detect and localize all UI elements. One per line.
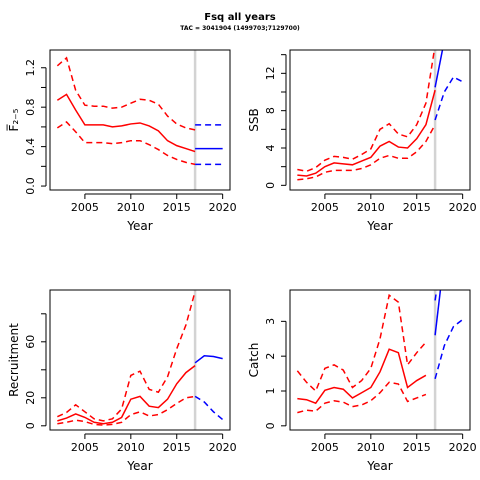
y-axis-label: Recruitment [7,323,21,397]
x-tick-label: 2010 [357,441,385,454]
y-tick-label: 12 [264,66,277,80]
x-tick-label: 2005 [311,201,339,214]
y-tick-label: 0.4 [24,138,37,156]
series-history-median [56,93,196,153]
y-tick-label: 2 [264,353,277,360]
x-tick-label: 2020 [449,201,477,214]
y-tick-label: 0 [264,422,277,429]
y-tick-label: 20 [24,391,37,405]
plot-area [296,290,464,430]
series-projection-median [434,290,442,336]
series-history-upper [296,293,427,393]
y-tick-label: 8 [264,107,277,114]
y-tick-label: 1.2 [24,59,37,77]
plot-frame [289,289,471,431]
plot-area [57,290,224,430]
series-history-median [297,348,427,405]
series-projection-median [194,355,223,364]
series-history-lower [57,395,196,426]
series-history-lower [297,124,436,181]
series-projection-median [434,50,444,88]
y-tick-label: 1 [264,387,277,394]
series-history-upper [56,56,196,131]
figure-subtitle: TAC = 3041904 (1499703;7129700) [180,25,300,32]
y-axis-label: Catch [247,343,261,378]
series-history-lower [297,381,427,414]
series-history-median [297,89,436,177]
x-tick-label: 2015 [403,201,431,214]
x-tick-label: 2020 [209,201,237,214]
y-tick-label: 0 [264,182,277,189]
y-axis-label: F̅₂₋₅ [6,108,21,131]
x-tick-label: 2005 [71,441,99,454]
chart-panel-1: 2005 2010 2015 2020 Year 0.0 0.4 0.8 1.2 F̅₂₋₅ [6,49,237,233]
chart-panel-4: 2005 2010 2015 2020 Year 0 1 2 3 Catch [247,289,477,473]
x-axis-label: Year [366,219,392,233]
chart-panel-2: 2005 2010 2015 2020 Year 0 4 8 12 SSB [247,49,477,233]
x-tick-label: 2010 [357,201,385,214]
plot-frame [49,289,231,431]
y-axis-label: SSB [247,108,261,131]
x-tick-label: 2015 [403,441,431,454]
y-tick-label: 3 [264,318,277,325]
y-tick-label: 0.8 [24,98,37,116]
y-tick-label: 0.0 [24,177,37,195]
x-tick-label: 2015 [163,441,191,454]
panels: 2005 2010 2015 2020Year0.00.40.81.2F̅₂₋₅200… [6,49,477,473]
x-tick-label: 2015 [163,201,191,214]
x-axis-label: Year [126,219,152,233]
plot-area [297,50,463,190]
series-history-upper [297,50,436,173]
x-tick-label: 2020 [449,441,477,454]
x-tick-label: 2020 [209,441,237,454]
x-axis-label: Year [366,459,392,473]
series-history-median [57,365,196,425]
series-projection-lower [434,76,463,121]
plot-area [56,50,223,190]
x-axis-label: Year [126,459,152,473]
series-projection-lower [194,395,224,421]
series-history-lower [56,120,196,166]
y-tick-label: 4 [264,145,277,152]
figure-title: Fsq all years [204,12,275,23]
x-tick-label: 2005 [311,441,339,454]
x-tick-label: 2010 [117,201,145,214]
x-tick-label: 2005 [71,201,99,214]
series-history-upper [57,291,196,422]
plot-frame [49,49,231,191]
plot-frame [289,49,471,191]
x-tick-label: 2010 [117,441,145,454]
y-tick-label: 0 [24,422,37,429]
y-tick-label: 60 [24,335,37,349]
series-projection-lower [434,319,464,380]
